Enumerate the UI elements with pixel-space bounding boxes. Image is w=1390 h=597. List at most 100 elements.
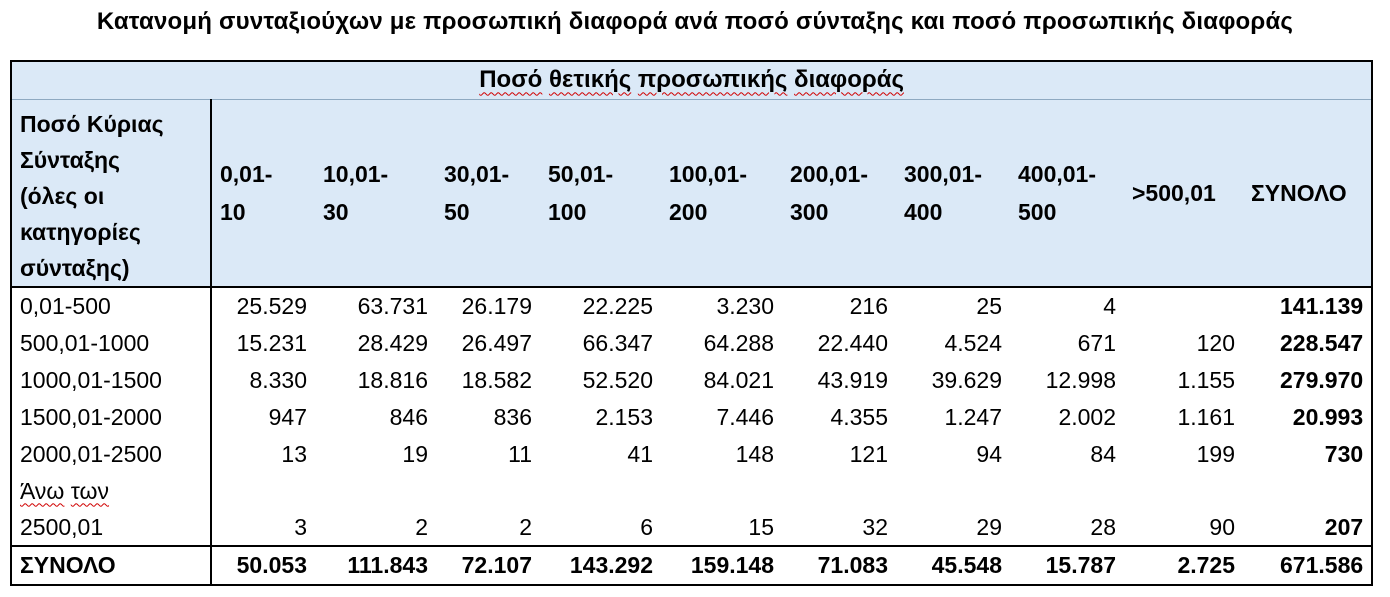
column-header-line: 30,01- bbox=[444, 160, 510, 187]
table-cell: 15.231 bbox=[236, 329, 307, 356]
row-label: Άνω των 2500,01 bbox=[10, 472, 212, 546]
row-header-cell: Ποσό Κύριας Σύνταξης (όλες οι κατηγορίες… bbox=[10, 99, 212, 288]
column-header-line: 100,01- bbox=[669, 160, 748, 187]
table-cell: 120 bbox=[1196, 329, 1235, 356]
table-cell: 18.816 bbox=[357, 366, 428, 393]
group-header-row: Ποσό θετικής προσωπικής διαφοράς bbox=[9, 60, 1374, 100]
row-total: 730 bbox=[1243, 435, 1374, 473]
row-total: 279.970 bbox=[1243, 361, 1374, 399]
group-header-word: θετικής bbox=[548, 66, 632, 94]
table-cell: 25 bbox=[976, 292, 1002, 319]
row-label: 2000,01-2500 bbox=[10, 435, 212, 473]
table-cell: 216 bbox=[849, 292, 888, 319]
table-cell: 26.179 bbox=[461, 292, 532, 319]
column-header: 100,01- 200 bbox=[661, 99, 782, 288]
total-cell: 15.787 bbox=[1010, 544, 1124, 586]
row-label: 500,01-1000 bbox=[10, 324, 212, 362]
column-header-line: >500,01 bbox=[1132, 179, 1216, 206]
column-header-line: 50,01- bbox=[548, 160, 614, 187]
table-cell: 52.520 bbox=[582, 366, 653, 393]
table-row: 500,01-1000 15.231 28.429 26.497 66.347 … bbox=[10, 324, 1374, 362]
table-cell: 26.497 bbox=[461, 329, 532, 356]
row-total: 141.139 bbox=[1243, 286, 1374, 325]
table-cell: 3 bbox=[294, 513, 307, 540]
table-cell: 1.161 bbox=[1177, 403, 1235, 430]
table-row: Άνω των 2500,01 3 2 2 6 15 32 29 28 90 2… bbox=[10, 472, 1374, 546]
table-cell: 12.998 bbox=[1045, 366, 1116, 393]
column-header: >500,01 bbox=[1124, 99, 1243, 288]
table-cell: 43.919 bbox=[817, 366, 888, 393]
total-cell: 71.083 bbox=[782, 544, 896, 586]
table-cell: 39.629 bbox=[931, 366, 1002, 393]
row-total: 228.547 bbox=[1243, 324, 1374, 362]
column-header-line: 200,01- bbox=[790, 160, 869, 187]
column-header: 400,01- 500 bbox=[1010, 99, 1124, 288]
column-header: 200,01- 300 bbox=[782, 99, 896, 288]
table-cell: 64.288 bbox=[703, 329, 774, 356]
row-label-line: 2500,01 bbox=[20, 513, 104, 540]
column-header: 30,01- 50 bbox=[436, 99, 540, 288]
column-header: 10,01- 30 bbox=[315, 99, 436, 288]
table-cell: 7.446 bbox=[716, 403, 774, 430]
row-header-line: Ποσό Κύριας bbox=[20, 110, 164, 137]
column-header-row: Ποσό Κύριας Σύνταξης (όλες οι κατηγορίες… bbox=[10, 99, 1374, 288]
table-cell: 13 bbox=[281, 440, 307, 467]
table-cell: 947 bbox=[268, 403, 307, 430]
table-row: 2000,01-2500 13 19 11 41 148 121 94 84 1… bbox=[10, 435, 1374, 473]
table-cell: 6 bbox=[640, 513, 653, 540]
table-cell: 11 bbox=[508, 440, 532, 467]
column-header-line: 0,01- bbox=[220, 160, 273, 187]
column-header-total: ΣΥΝΟΛΟ bbox=[1243, 99, 1374, 288]
table-cell: 94 bbox=[976, 440, 1002, 467]
column-header-line: 400 bbox=[904, 198, 943, 225]
total-cell: 50.053 bbox=[211, 544, 315, 586]
table-cell: 15 bbox=[748, 513, 774, 540]
table-cell: 28 bbox=[1090, 513, 1116, 540]
table-title: Κατανομή συνταξιούχων με προσωπική διαφο… bbox=[96, 8, 1294, 35]
column-header: 50,01- 100 bbox=[540, 99, 661, 288]
table-cell: 25.529 bbox=[236, 292, 307, 319]
column-header: 0,01- 10 bbox=[211, 99, 315, 288]
table-cell bbox=[1124, 287, 1243, 325]
row-label-word: Άνω bbox=[20, 477, 65, 504]
row-label: 1000,01-1500 bbox=[10, 361, 212, 399]
table-cell: 28.429 bbox=[357, 329, 428, 356]
total-cell: 45.548 bbox=[896, 544, 1010, 586]
table-cell: 84 bbox=[1090, 440, 1116, 467]
row-header-line: Σύνταξης bbox=[20, 146, 120, 173]
total-row: ΣΥΝΟΛΟ 50.053 111.843 72.107 143.292 159… bbox=[10, 544, 1374, 586]
column-header-line: 500 bbox=[1018, 198, 1057, 225]
table-cell: 32 bbox=[862, 513, 888, 540]
column-header-line: 30 bbox=[323, 198, 349, 225]
table-row: 0,01-500 25.529 63.731 26.179 22.225 3.2… bbox=[10, 286, 1374, 325]
total-cell: 159.148 bbox=[661, 544, 782, 586]
pensioners-table: Ποσό θετικής προσωπικής διαφοράς Ποσό Κύ… bbox=[9, 60, 1374, 586]
table-cell: 19 bbox=[402, 440, 428, 467]
row-label: 1500,01-2000 bbox=[10, 398, 212, 436]
group-header-word: Ποσό bbox=[479, 66, 543, 94]
row-total: 207 bbox=[1243, 472, 1374, 546]
row-label: 0,01-500 bbox=[10, 286, 212, 325]
table-cell: 3.230 bbox=[716, 292, 774, 319]
table-cell: 4 bbox=[1103, 292, 1116, 319]
table-cell: 22.440 bbox=[817, 329, 888, 356]
row-label-word: των bbox=[70, 477, 110, 504]
table-cell: 2.002 bbox=[1058, 403, 1116, 430]
table-cell: 199 bbox=[1196, 440, 1235, 467]
table-cell: 4.524 bbox=[944, 329, 1002, 356]
row-header-line: (όλες οι bbox=[20, 182, 105, 209]
column-header: 300,01- 400 bbox=[896, 99, 1010, 288]
group-header: Ποσό θετικής προσωπικής διαφοράς bbox=[9, 60, 1374, 100]
table-cell: 846 bbox=[389, 403, 428, 430]
table-row: 1500,01-2000 947 846 836 2.153 7.446 4.3… bbox=[10, 398, 1374, 436]
table-cell: 41 bbox=[627, 440, 653, 467]
total-cell: 111.843 bbox=[315, 544, 436, 586]
total-cell: 2.725 bbox=[1124, 544, 1243, 586]
table-cell: 90 bbox=[1209, 513, 1235, 540]
table-cell: 2 bbox=[519, 513, 532, 540]
table-cell: 63.731 bbox=[357, 292, 428, 319]
table-cell: 66.347 bbox=[582, 329, 653, 356]
column-header-line: 50 bbox=[444, 198, 470, 225]
table-cell: 8.330 bbox=[249, 366, 307, 393]
row-total: 20.993 bbox=[1243, 398, 1374, 436]
